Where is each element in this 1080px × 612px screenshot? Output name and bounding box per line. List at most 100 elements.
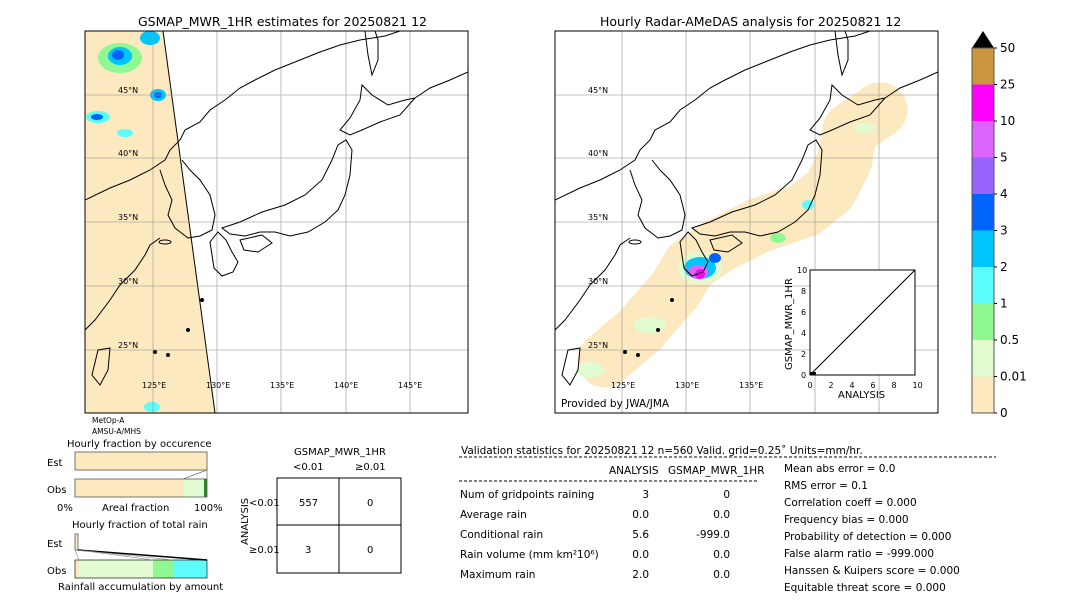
- colorbar-label: 25: [1000, 78, 1015, 92]
- lon-label: 125°E: [611, 381, 635, 390]
- lat-label: 30°N: [118, 277, 138, 286]
- y-tick-label: 10: [797, 266, 807, 275]
- stat-g: 0.0: [713, 549, 730, 561]
- xlabel: Rainfall accumulation by amount: [58, 582, 223, 593]
- x-tick-label: 10: [913, 381, 923, 390]
- score: Hanssen & Kuipers score = 0.000: [784, 565, 960, 577]
- colorbar-label: 0.5: [1000, 333, 1019, 347]
- col-header: <0.01: [293, 462, 324, 473]
- total-rain-title: Hourly fraction of total rain: [72, 520, 208, 531]
- colorbar-label: 5: [1000, 151, 1008, 165]
- obs-bar-1: [79, 560, 153, 578]
- cell: 557: [299, 498, 318, 509]
- obs-label: Obs: [47, 485, 66, 496]
- colorbar: 0 0.01 0.5 1 2 3 4 5 10 25 50: [971, 31, 1027, 420]
- sensor-line1: MetOp-A: [92, 416, 125, 425]
- colorbar-segment: [972, 376, 994, 413]
- stat-label: Conditional rain: [460, 529, 544, 541]
- colorbar-segment: [972, 84, 994, 121]
- colorbar-label: 3: [1000, 224, 1008, 238]
- score: Correlation coeff = 0.000: [784, 497, 917, 509]
- x-tick-label: 2: [829, 381, 834, 390]
- stat-g: -999.0: [696, 529, 730, 541]
- colorbar-label: 50: [1000, 41, 1015, 55]
- colorbar-segment: [972, 48, 994, 85]
- obs-bar-2: [153, 560, 173, 578]
- right-map-title: Hourly Radar-AMeDAS analysis for 2025082…: [600, 14, 902, 29]
- right-swath: [577, 82, 908, 388]
- colorbar-extend-arrow: [972, 31, 994, 48]
- stat-a: 3: [642, 489, 649, 501]
- stat-label: Average rain: [460, 509, 527, 521]
- stat-g: 0.0: [713, 509, 730, 521]
- score: Frequency bias = 0.000: [784, 514, 909, 526]
- col-gsmap: GSMAP_MWR_1HR: [668, 465, 765, 477]
- obs-bar-0: [75, 560, 79, 578]
- score: Equitable threat score = 0.000: [784, 582, 946, 594]
- stat-a: 0.0: [632, 549, 649, 561]
- lon-label: 125°E: [142, 381, 166, 390]
- colorbar-label: 0.01: [1000, 370, 1027, 384]
- total-rain-chart: Est Obs Hourly fraction of total rain Ra…: [47, 520, 223, 593]
- inset-ylabel: GSMAP_MWR_1HR: [784, 278, 795, 370]
- colorbar-label: 2: [1000, 260, 1008, 274]
- xlabel: Areal fraction: [102, 503, 169, 514]
- colorbar-label: 1: [1000, 297, 1008, 311]
- lat-label: 40°N: [588, 149, 608, 158]
- row-label: ANALYSIS: [240, 498, 251, 545]
- x-tick-label: 6: [871, 381, 876, 390]
- colorbar-segment: [972, 157, 994, 194]
- row-header: <0.01: [249, 498, 280, 509]
- score: False alarm ratio = -999.000: [784, 548, 935, 560]
- obs-bar-3: [173, 560, 207, 578]
- scatter-inset: 00 2 2 4 4 6 6 8 8 10 10 ANALYSIS GSMAP_MWR_1HR: [784, 266, 923, 401]
- table-title: GSMAP_MWR_1HR: [294, 447, 386, 458]
- y-tick-label: 8: [801, 287, 806, 296]
- lon-label: 140°E: [334, 381, 358, 390]
- colorbar-label: 0: [1000, 406, 1008, 420]
- y-tick-label: 6: [801, 308, 806, 317]
- x-tick-label: 4: [850, 381, 855, 390]
- cell: 0: [367, 545, 373, 556]
- stat-a: 2.0: [632, 569, 649, 581]
- lon-label: 130°E: [675, 381, 699, 390]
- col-header: ≥0.01: [355, 462, 386, 473]
- lat-label: 25°N: [118, 341, 138, 350]
- est-label: Est: [47, 539, 63, 550]
- stat-a: 0.0: [632, 509, 649, 521]
- lat-label: 30°N: [588, 277, 608, 286]
- left-map-ticks: 45°N 40°N 35°N 30°N 25°N 125°E 130°E 135…: [118, 86, 422, 390]
- colorbar-segment: [972, 194, 994, 231]
- lat-label: 40°N: [118, 149, 138, 158]
- lat-label: 45°N: [588, 86, 608, 95]
- score: Probability of detection = 0.000: [784, 531, 952, 543]
- scatter-points: [810, 372, 816, 375]
- y-tick-label: 2: [801, 350, 806, 359]
- stat-g: 0.0: [713, 569, 730, 581]
- colorbar-segment: [972, 267, 994, 304]
- obs-bar-2: [204, 479, 207, 497]
- right-map-ticks: 45°N 40°N 35°N 30°N 25°N 125°E 130°E 135…: [588, 86, 763, 390]
- lon-label: 135°E: [739, 381, 763, 390]
- tick-0: 0%: [57, 503, 73, 514]
- stat-label: Rain volume (mm km²10⁶): [460, 549, 599, 561]
- left-map: [85, 31, 468, 413]
- occurrence-title: Hourly fraction by occurence: [67, 439, 211, 450]
- lat-label: 35°N: [118, 213, 138, 222]
- lon-label: 130°E: [206, 381, 230, 390]
- credit: Provided by JWA/JMA: [561, 398, 670, 410]
- cell: 3: [305, 545, 311, 556]
- obs-bar-0: [75, 479, 183, 497]
- x-tick-label: 0: [808, 381, 813, 390]
- contingency-table: GSMAP_MWR_1HR <0.01 ≥0.01 <0.01 ≥0.01 AN…: [240, 447, 402, 574]
- stat-label: Maximum rain: [460, 569, 536, 581]
- obs-bar-1: [183, 479, 204, 497]
- occurrence-chart: Est Obs 0% Areal fraction 100% Hourly fr…: [47, 439, 223, 514]
- colorbar-segment: [972, 303, 994, 340]
- cell: 0: [367, 498, 373, 509]
- left-map-title: GSMAP_MWR_1HR estimates for 20250821 12: [138, 14, 427, 29]
- col-analysis: ANALYSIS: [609, 465, 659, 477]
- est-bar: [74, 533, 79, 551]
- lat-label: 35°N: [588, 213, 608, 222]
